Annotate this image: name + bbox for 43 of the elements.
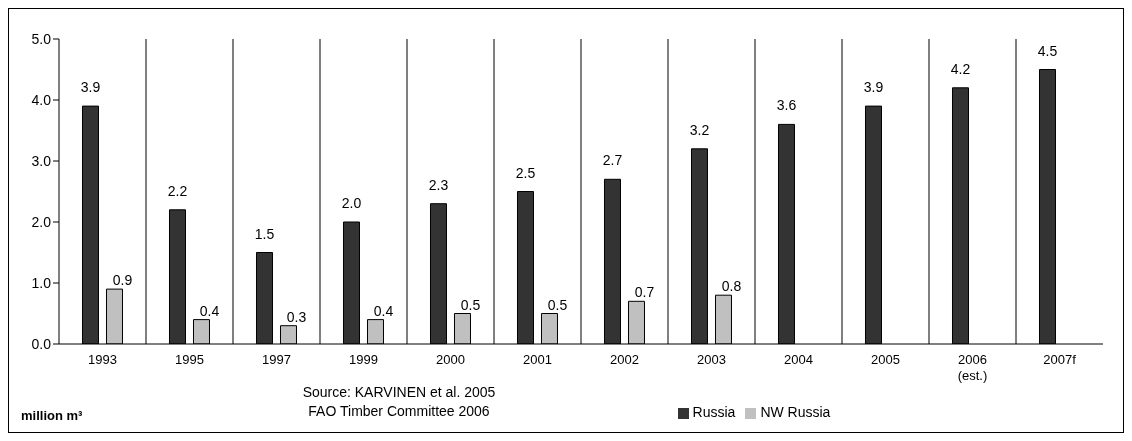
y-tick-label: 2.0 — [31, 213, 52, 230]
x-tick-label: 2003 — [697, 352, 726, 367]
x-tick-label: 2002 — [610, 352, 639, 367]
y-tick-label: 4.0 — [31, 91, 52, 108]
y-tick-label: 1.0 — [31, 274, 52, 291]
data-label: 2.0 — [341, 195, 362, 211]
x-tick-label: 2005 — [871, 352, 900, 367]
legend-label: NW Russia — [760, 404, 831, 420]
x-tick-label: 2001 — [523, 352, 552, 367]
data-label: 3.2 — [689, 121, 710, 138]
text: FAO Timber Committee 2006 — [307, 403, 491, 419]
text: million m³ — [21, 408, 83, 423]
x-tick-label: 1999 — [349, 352, 378, 367]
data-label: 0.8 — [721, 278, 742, 295]
data-label: 0.4 — [373, 302, 394, 319]
data-label: 0.5 — [547, 296, 568, 313]
y-tick-label: 3.0 — [31, 152, 52, 169]
data-label: 4.2 — [950, 60, 971, 77]
data-label: 4.5 — [1037, 42, 1058, 59]
data-label: 0.3 — [286, 308, 307, 325]
data-label: 0.7 — [634, 284, 655, 301]
data-label: 2.5 — [515, 164, 536, 181]
x-tick-label: 2006 (est.) — [957, 352, 988, 383]
source-note: Source: KARVINEN et al. 2005 — [301, 384, 497, 400]
x-tick-label: 1997 — [262, 352, 291, 367]
x-tick-label: 1995 — [175, 352, 204, 367]
y-tick-label: 5.0 — [31, 30, 52, 47]
data-label: 0.9 — [112, 272, 133, 289]
x-tick-label: 1993 — [88, 352, 117, 367]
data-label: 2.2 — [167, 182, 188, 199]
data-label: 3.6 — [776, 97, 797, 114]
data-label: 3.9 — [80, 79, 101, 96]
data-label: 2.7 — [602, 152, 623, 169]
data-label: 3.9 — [863, 79, 884, 96]
x-tick-label: 2000 — [436, 352, 465, 367]
x-tick-label: 2004 — [784, 352, 813, 367]
data-label: 0.5 — [460, 296, 481, 313]
x-tick-label: 2007f — [1043, 352, 1077, 367]
legend-label: Russia — [692, 404, 736, 420]
data-label: 2.3 — [428, 176, 449, 193]
y-tick-label: 0.0 — [31, 335, 52, 352]
data-label: 0.4 — [199, 302, 220, 319]
data-label: 1.5 — [254, 225, 275, 242]
